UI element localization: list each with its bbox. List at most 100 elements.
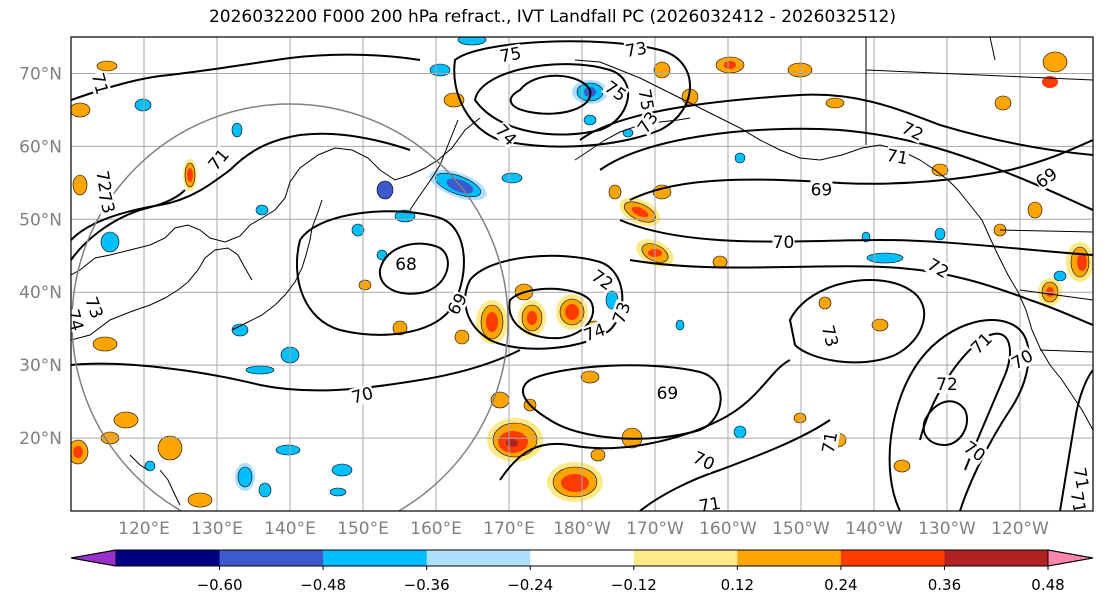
contour-label: 70 [772, 232, 795, 253]
longitude-label: 130°W [918, 519, 976, 539]
contour-label-gap [491, 120, 521, 149]
contour-label-gap [93, 168, 115, 194]
colorbar-extend-low [70, 549, 117, 567]
coastline-japan [231, 199, 323, 331]
contour-71-west [71, 53, 421, 101]
contour-label-text: 74 [491, 121, 520, 150]
contour-72-north [579, 93, 1093, 156]
patch-blue-western-pacific [100, 98, 416, 498]
contour-72-central [464, 254, 624, 350]
contour-label-text: 71 [1069, 466, 1092, 491]
contour-label-gap [772, 232, 795, 251]
contour-label-gap [818, 430, 841, 455]
patch-red-south-pacific [547, 462, 603, 502]
longitude-label: 130°E [191, 519, 243, 539]
contour-label-gap [810, 180, 833, 199]
patch-red-central-pacific [487, 418, 543, 462]
contour-label: 75 [634, 87, 658, 112]
contour-label-text: 68 [395, 255, 417, 275]
contour-label-text: 69 [657, 384, 679, 404]
contour-label-text: 73 [634, 108, 663, 137]
coastline-asia [71, 117, 481, 276]
contour-70-south [499, 359, 791, 481]
longitude-labels: 120°E 130°E 140°E 150°E 160°E 170°E 180°W 170°W… [118, 519, 1049, 539]
latitude-label: 40°N [19, 283, 62, 303]
negative-anomaly-patches [100, 37, 1067, 498]
contour-label: 75 [498, 43, 523, 67]
contour-label-gap [1008, 346, 1037, 373]
colorbar-tick-label: 0.48 [1031, 576, 1064, 594]
contour-label-gap [443, 289, 471, 318]
latitude-label: 70°N [19, 64, 62, 84]
contour-label: 73 [817, 323, 842, 349]
contour-label-gap [656, 383, 679, 402]
colorbar-segment [840, 550, 945, 566]
coastline-canada [865, 37, 1093, 353]
contour-label-text: 70 [689, 448, 717, 475]
contour-label: 70 [349, 383, 376, 408]
patch-orange-northeast-pacific [608, 51, 1068, 237]
contour-label: 72 [936, 375, 958, 395]
contour-label-gap [71, 306, 87, 333]
contour-label-gap [498, 43, 523, 66]
contour-label-gap [1070, 465, 1093, 491]
contour-label-text: 72 [936, 375, 958, 395]
latitude-label: 60°N [19, 137, 62, 157]
contour-label-text: 69 [811, 180, 833, 200]
contour-label-text: 71 [885, 146, 910, 169]
contour-label-text: 71 [698, 494, 723, 517]
contour-label-gap [818, 323, 842, 349]
contour-label-text: 72 [923, 255, 952, 283]
contour-label-gap [588, 266, 617, 294]
contour-label: 69 [810, 180, 833, 200]
colorbar-tick-label: −0.48 [300, 576, 346, 594]
latitude-labels: 70°N 60°N 50°N 40°N 30°N 20°N [19, 64, 62, 449]
longitude-label: 150°E [337, 519, 389, 539]
contour-label: 71 [697, 493, 723, 517]
coastline-korea-china [71, 247, 253, 341]
contour-label-gap [884, 145, 910, 168]
contour-label-text: 70 [960, 438, 989, 467]
colorbar-segment [737, 550, 842, 566]
latitude-label: 20°N [19, 429, 62, 449]
longitude-label: 140°W [845, 519, 903, 539]
colorbar: −0.60 −0.48 −0.36 −0.24 −0.12 0.12 0.24 0.36 0.4… [70, 549, 1094, 594]
colorbar-tick-label: 0.24 [824, 576, 857, 594]
contour-74-central [508, 287, 595, 340]
contour-label-gap [204, 145, 233, 174]
contour-70-southeast [922, 400, 968, 447]
contour-label-text: 75 [498, 44, 523, 67]
contour-74 [473, 63, 629, 136]
contour-72-west [71, 132, 411, 241]
patch-orange-southeast-pacific [490, 255, 911, 473]
contour-label-gap [1032, 164, 1061, 192]
contour-label-gap [898, 118, 927, 144]
contour-label-gap [349, 383, 376, 407]
contour-label-text: 72 [898, 118, 926, 145]
contour-72-east [629, 259, 1093, 326]
contour-label: 72 [923, 254, 953, 283]
patch-blue-sea-of-okhotsk [429, 169, 487, 201]
contour-label-gap [623, 38, 649, 61]
colorbar-segment [633, 550, 738, 566]
contour-label-gap [634, 108, 662, 137]
contour-75 [509, 74, 592, 115]
contour-label: 73 [634, 108, 663, 137]
contour-label-text: 75 [634, 87, 657, 112]
longitude-label: 120°E [118, 519, 170, 539]
contour-label-text: 72 [91, 169, 114, 194]
contour-label: 73 [609, 299, 635, 327]
colorbar-segment [530, 550, 635, 566]
contour-label-gap [82, 294, 107, 321]
contour-label-gap [1067, 489, 1090, 511]
longitude-label: 150°W [772, 519, 830, 539]
map-title: 2026032200 F000 200 hPa refract., IVT La… [208, 7, 896, 27]
longitude-label: 170°W [626, 519, 684, 539]
contour-label: 73 [623, 38, 649, 62]
contour-label-gap [967, 329, 996, 358]
longitude-label: 160°E [410, 519, 462, 539]
contour-73-west [71, 189, 186, 261]
contour-label-gap [601, 77, 630, 105]
contour-71-north [599, 127, 1093, 211]
